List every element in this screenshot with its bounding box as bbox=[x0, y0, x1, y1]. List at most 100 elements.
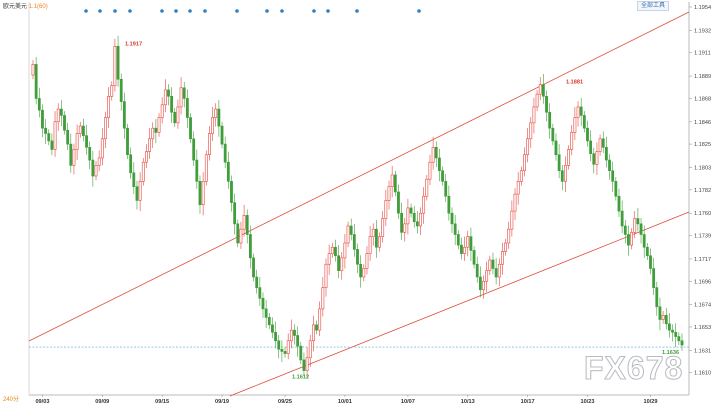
candle-body bbox=[415, 221, 419, 227]
candle-body bbox=[211, 117, 214, 134]
candle-body bbox=[100, 138, 104, 159]
watermark: FX678 bbox=[583, 350, 684, 387]
candle-body bbox=[482, 280, 485, 291]
candle-body bbox=[189, 117, 192, 140]
candle-body bbox=[504, 242, 507, 252]
candle-body bbox=[31, 64, 35, 76]
candle-body bbox=[586, 127, 589, 142]
candle-body bbox=[85, 135, 88, 148]
candle-body bbox=[434, 147, 438, 159]
candle-body bbox=[671, 329, 674, 333]
candle-body bbox=[283, 351, 287, 354]
candle-body bbox=[318, 308, 322, 331]
candle-body bbox=[589, 140, 593, 154]
candle-body bbox=[252, 257, 255, 278]
candle-body bbox=[387, 186, 391, 201]
candle-body bbox=[214, 108, 218, 118]
candle-body bbox=[419, 212, 422, 227]
candle-body bbox=[538, 84, 542, 95]
candle-body bbox=[308, 340, 312, 359]
candle-body bbox=[299, 345, 303, 361]
candle-body bbox=[104, 117, 107, 140]
x-tick-label: 10/17 bbox=[521, 399, 535, 405]
candle-body bbox=[529, 122, 533, 140]
channel-lines bbox=[28, 11, 690, 397]
candle-body bbox=[116, 46, 120, 80]
candle-body bbox=[636, 218, 640, 225]
candle-body bbox=[645, 246, 649, 257]
candle-body bbox=[431, 147, 435, 163]
candle-body bbox=[72, 149, 76, 166]
candle-body bbox=[122, 101, 126, 129]
candle-body bbox=[302, 359, 306, 371]
candle-body bbox=[378, 236, 381, 248]
candle-body bbox=[340, 257, 344, 271]
candle-body bbox=[163, 89, 167, 106]
y-tick-label: 1.1868 bbox=[694, 96, 711, 102]
candle-body bbox=[132, 172, 136, 187]
candle-body bbox=[403, 223, 407, 233]
y-tick-label: 1.1653 bbox=[694, 325, 711, 331]
candle-body bbox=[236, 223, 240, 244]
candle-body bbox=[145, 151, 148, 163]
candle-body bbox=[192, 138, 196, 161]
x-tick-label: 10/29 bbox=[643, 399, 657, 405]
x-tick-label: 09/15 bbox=[155, 399, 169, 405]
candle-body bbox=[248, 234, 252, 259]
candle-body bbox=[47, 133, 51, 142]
candle-body bbox=[208, 133, 211, 156]
x-tick-label: 10/13 bbox=[461, 399, 475, 405]
candle-body bbox=[129, 154, 133, 174]
candle-body bbox=[560, 170, 564, 182]
candle-body bbox=[513, 193, 517, 212]
y-tick-label: 1.1760 bbox=[694, 211, 711, 217]
y-tick-label: 1.1932 bbox=[694, 28, 711, 34]
candle-body bbox=[230, 181, 233, 203]
candle-body bbox=[280, 348, 284, 352]
event-marker bbox=[417, 9, 421, 13]
event-marker bbox=[280, 9, 284, 13]
candle-body bbox=[371, 228, 375, 237]
candle-body bbox=[365, 253, 369, 269]
tools-button[interactable]: 全部工具 bbox=[637, 1, 670, 11]
candle-body bbox=[393, 174, 397, 193]
event-markers bbox=[84, 9, 421, 13]
candle-body bbox=[78, 125, 82, 134]
candle-body bbox=[261, 297, 265, 310]
candle-body bbox=[661, 314, 665, 320]
candle-body bbox=[264, 308, 268, 318]
candle-body bbox=[37, 98, 41, 111]
candle-body bbox=[330, 246, 334, 254]
candle-body bbox=[223, 143, 227, 163]
candle-body bbox=[110, 85, 114, 97]
candle-body bbox=[126, 127, 129, 156]
candle-body bbox=[658, 306, 662, 320]
candle-body bbox=[293, 329, 296, 336]
candle-body bbox=[664, 314, 668, 325]
candle-body bbox=[450, 212, 454, 225]
candle-body bbox=[148, 138, 151, 152]
candle-body bbox=[526, 138, 530, 156]
event-marker bbox=[98, 9, 102, 13]
x-tick-label: 10/23 bbox=[580, 399, 594, 405]
candle-body bbox=[198, 181, 202, 206]
candle-body bbox=[642, 234, 646, 248]
event-marker bbox=[128, 9, 132, 13]
candle-body bbox=[296, 335, 300, 347]
y-tick-label: 1.1954 bbox=[694, 5, 711, 11]
event-marker bbox=[326, 9, 330, 13]
candle-body bbox=[438, 157, 441, 172]
candle-body bbox=[239, 228, 243, 244]
candle-body bbox=[627, 234, 630, 246]
candle-body bbox=[176, 106, 180, 124]
candle-body bbox=[337, 255, 340, 271]
candle-body bbox=[305, 357, 309, 371]
candle-body bbox=[478, 276, 482, 291]
candle-body bbox=[649, 255, 652, 269]
candle-body bbox=[66, 130, 70, 145]
candle-body bbox=[274, 331, 277, 342]
price-label: 1.1(60) bbox=[28, 4, 48, 10]
symbol-label: 欧元美元 bbox=[3, 4, 28, 10]
candle-body bbox=[135, 186, 139, 201]
candle-body bbox=[516, 181, 520, 195]
